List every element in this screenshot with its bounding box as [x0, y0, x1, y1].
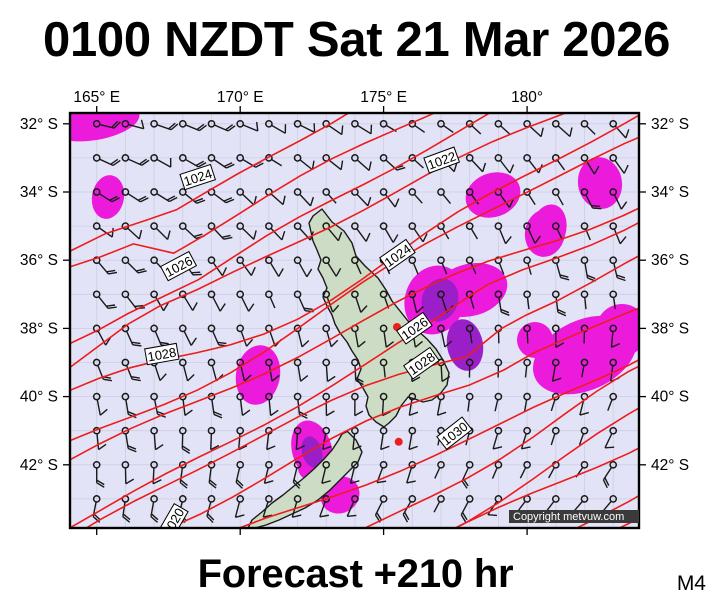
svg-text:36° S: 36° S — [651, 252, 689, 269]
svg-text:40° S: 40° S — [20, 389, 58, 406]
svg-text:38° S: 38° S — [20, 320, 58, 337]
svg-text:36° S: 36° S — [20, 252, 58, 269]
svg-text:40° S: 40° S — [651, 389, 689, 406]
svg-text:34° S: 34° S — [20, 184, 58, 201]
svg-text:32° S: 32° S — [651, 116, 689, 133]
svg-text:38° S: 38° S — [651, 320, 689, 337]
svg-text:42° S: 42° S — [651, 457, 689, 474]
svg-text:170° E: 170° E — [217, 89, 264, 106]
svg-text:180°: 180° — [511, 89, 543, 106]
svg-text:165° E: 165° E — [73, 89, 120, 106]
svg-text:Copyright metvuw.com: Copyright metvuw.com — [513, 511, 624, 523]
svg-text:32° S: 32° S — [20, 116, 58, 133]
svg-text:175° E: 175° E — [360, 89, 407, 106]
svg-text:42° S: 42° S — [20, 457, 58, 474]
svg-text:34° S: 34° S — [651, 184, 689, 201]
